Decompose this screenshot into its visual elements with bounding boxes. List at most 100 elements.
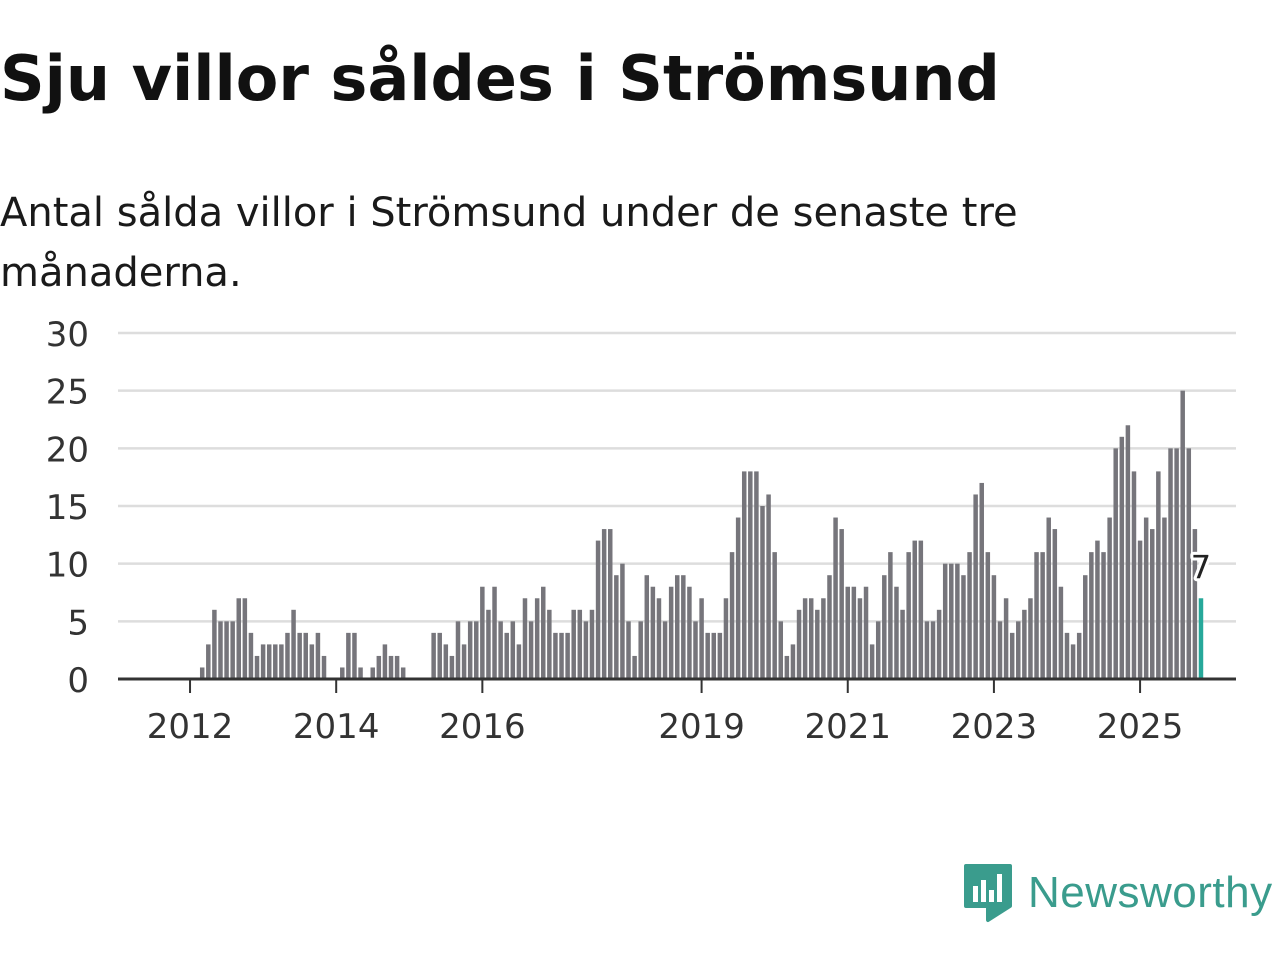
bar — [1143, 517, 1149, 679]
bar — [1095, 540, 1100, 679]
bar — [309, 644, 315, 679]
y-tick-label: 10 — [46, 546, 89, 586]
bar — [790, 644, 796, 679]
bar — [1137, 540, 1143, 679]
bar — [1113, 448, 1118, 679]
x-tick-label: 2019 — [658, 707, 745, 747]
bar — [577, 609, 583, 679]
bar — [930, 621, 936, 679]
bar — [717, 632, 723, 679]
bar — [516, 644, 522, 679]
bar — [376, 655, 382, 679]
bar — [827, 575, 832, 679]
y-tick-label: 0 — [67, 661, 89, 701]
bar — [541, 586, 546, 679]
bar — [748, 471, 753, 679]
bar — [242, 598, 248, 679]
bar — [1192, 529, 1198, 679]
bar — [504, 632, 509, 679]
bar — [985, 552, 991, 679]
bar — [741, 471, 747, 679]
bar — [212, 609, 217, 679]
newsworthy-logo-icon — [964, 864, 1012, 922]
bar — [1119, 436, 1125, 679]
bar — [589, 609, 595, 679]
bar — [857, 598, 863, 679]
bar — [961, 575, 966, 679]
bar — [772, 552, 777, 679]
bar — [492, 586, 497, 679]
bar — [949, 563, 954, 679]
bar — [912, 540, 917, 679]
bar — [711, 632, 717, 679]
bar — [480, 586, 485, 679]
bar — [1040, 552, 1045, 679]
bar — [1174, 448, 1179, 679]
bar — [388, 655, 394, 679]
bar — [1070, 644, 1076, 679]
bar — [796, 609, 802, 679]
y-tick-label: 20 — [46, 430, 89, 470]
bar — [1198, 598, 1204, 679]
bar — [821, 598, 826, 679]
bar — [894, 586, 899, 679]
bar — [662, 621, 668, 679]
bar — [967, 552, 972, 679]
bar — [273, 644, 278, 679]
bar — [815, 609, 820, 679]
bar — [218, 621, 223, 679]
bar — [997, 621, 1003, 679]
newsworthy-logo[interactable]: Newsworthy — [962, 862, 1273, 924]
bar — [833, 517, 838, 679]
bar — [565, 632, 570, 679]
bar — [918, 540, 924, 679]
bar — [340, 667, 345, 679]
bar — [1046, 517, 1051, 679]
bar — [973, 494, 978, 679]
bar — [906, 552, 911, 679]
bar — [291, 609, 296, 679]
bar — [681, 575, 686, 679]
x-tick-label: 2014 — [293, 707, 380, 747]
bar — [437, 632, 442, 679]
bar — [802, 598, 808, 679]
bar — [510, 621, 516, 679]
bar — [839, 529, 844, 679]
bar — [1052, 529, 1058, 679]
bar — [674, 575, 680, 679]
y-tick-label: 5 — [67, 603, 89, 643]
bar — [1034, 552, 1039, 679]
bar — [260, 644, 266, 679]
bar — [760, 506, 765, 679]
bar — [699, 598, 704, 679]
bar — [808, 598, 814, 679]
bar — [754, 471, 759, 679]
bar — [1156, 471, 1161, 679]
bar — [1083, 575, 1088, 679]
bar — [608, 529, 613, 679]
bar — [1003, 598, 1009, 679]
bar — [1022, 609, 1027, 679]
bar — [474, 621, 479, 679]
bar — [638, 621, 643, 679]
bar — [443, 644, 449, 679]
bar — [431, 632, 436, 679]
data-label: 7 — [1191, 548, 1211, 586]
bar — [358, 667, 363, 679]
y-tick-label: 15 — [46, 488, 89, 528]
bar-series — [199, 390, 1204, 679]
bar — [303, 632, 308, 679]
bar — [1101, 552, 1106, 679]
bar — [979, 482, 984, 679]
bar — [924, 621, 930, 679]
bar — [955, 563, 960, 679]
bar — [230, 621, 235, 679]
bar — [851, 586, 857, 679]
bar — [778, 621, 784, 679]
bar — [346, 632, 351, 679]
bar — [644, 575, 650, 679]
y-tick-label: 30 — [46, 315, 89, 355]
bar — [1028, 598, 1033, 679]
bar — [656, 598, 662, 679]
